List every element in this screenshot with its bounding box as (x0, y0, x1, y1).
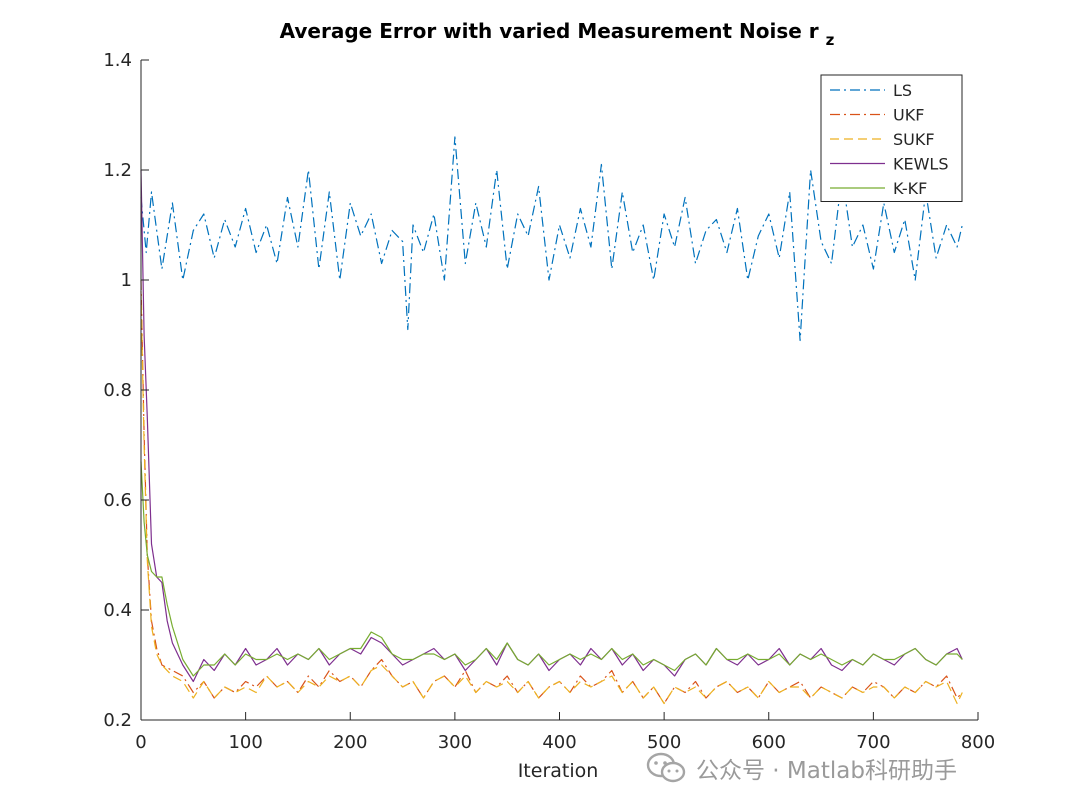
series-line-ls (140, 136, 963, 342)
plot-series (140, 136, 963, 705)
wechat-icon (646, 752, 686, 783)
x-tick-label: 300 (438, 732, 472, 753)
x-tick-label: 400 (542, 732, 576, 753)
x-tick-label: 100 (228, 732, 262, 753)
y-tick-label: 0.8 (103, 380, 132, 401)
legend: LS UKF SUKF KEWLS K-KF (820, 74, 963, 202)
legend-label-kewls: KEWLS (893, 155, 949, 174)
legend-label-ukf: UKF (893, 106, 924, 125)
y-tick-label: 0.6 (103, 490, 132, 511)
watermark-text: 公众号 · Matlab科研助手 (696, 758, 957, 784)
legend-label-sukf: SUKF (893, 130, 935, 149)
x-tick-label: 0 (135, 732, 146, 753)
x-tick-label: 700 (856, 732, 890, 753)
y-tick-label: 0.2 (103, 710, 132, 731)
legend-label-ls: LS (893, 81, 912, 100)
chart-title: Average Error with varied Measurement No… (280, 19, 835, 49)
y-tick-label: 0.4 (103, 600, 132, 621)
axes: 0 100 200 300 400 500 600 700 800 0.2 0.4 0.6 0.8 1 1.… (103, 50, 995, 753)
x-tick-label: 600 (752, 732, 786, 753)
x-axis-label: Iteration (518, 760, 599, 782)
legend-label-k-kf: K-KF (893, 179, 927, 198)
x-tick-label: 500 (647, 732, 681, 753)
legend-box (820, 74, 963, 202)
watermark: 公众号 · Matlab科研助手 (646, 752, 957, 784)
y-tick-label: 1 (121, 270, 132, 291)
x-tick-label: 200 (333, 732, 367, 753)
y-tick-label: 1.4 (103, 50, 132, 71)
y-tick-label: 1.2 (103, 160, 132, 181)
series-line-k-kf (140, 461, 963, 677)
series-line-kewls (140, 169, 963, 683)
series-line-ukf (140, 279, 963, 705)
x-tick-label: 800 (961, 732, 995, 753)
series-line-sukf (140, 290, 963, 705)
title-subscript: z (826, 31, 835, 49)
